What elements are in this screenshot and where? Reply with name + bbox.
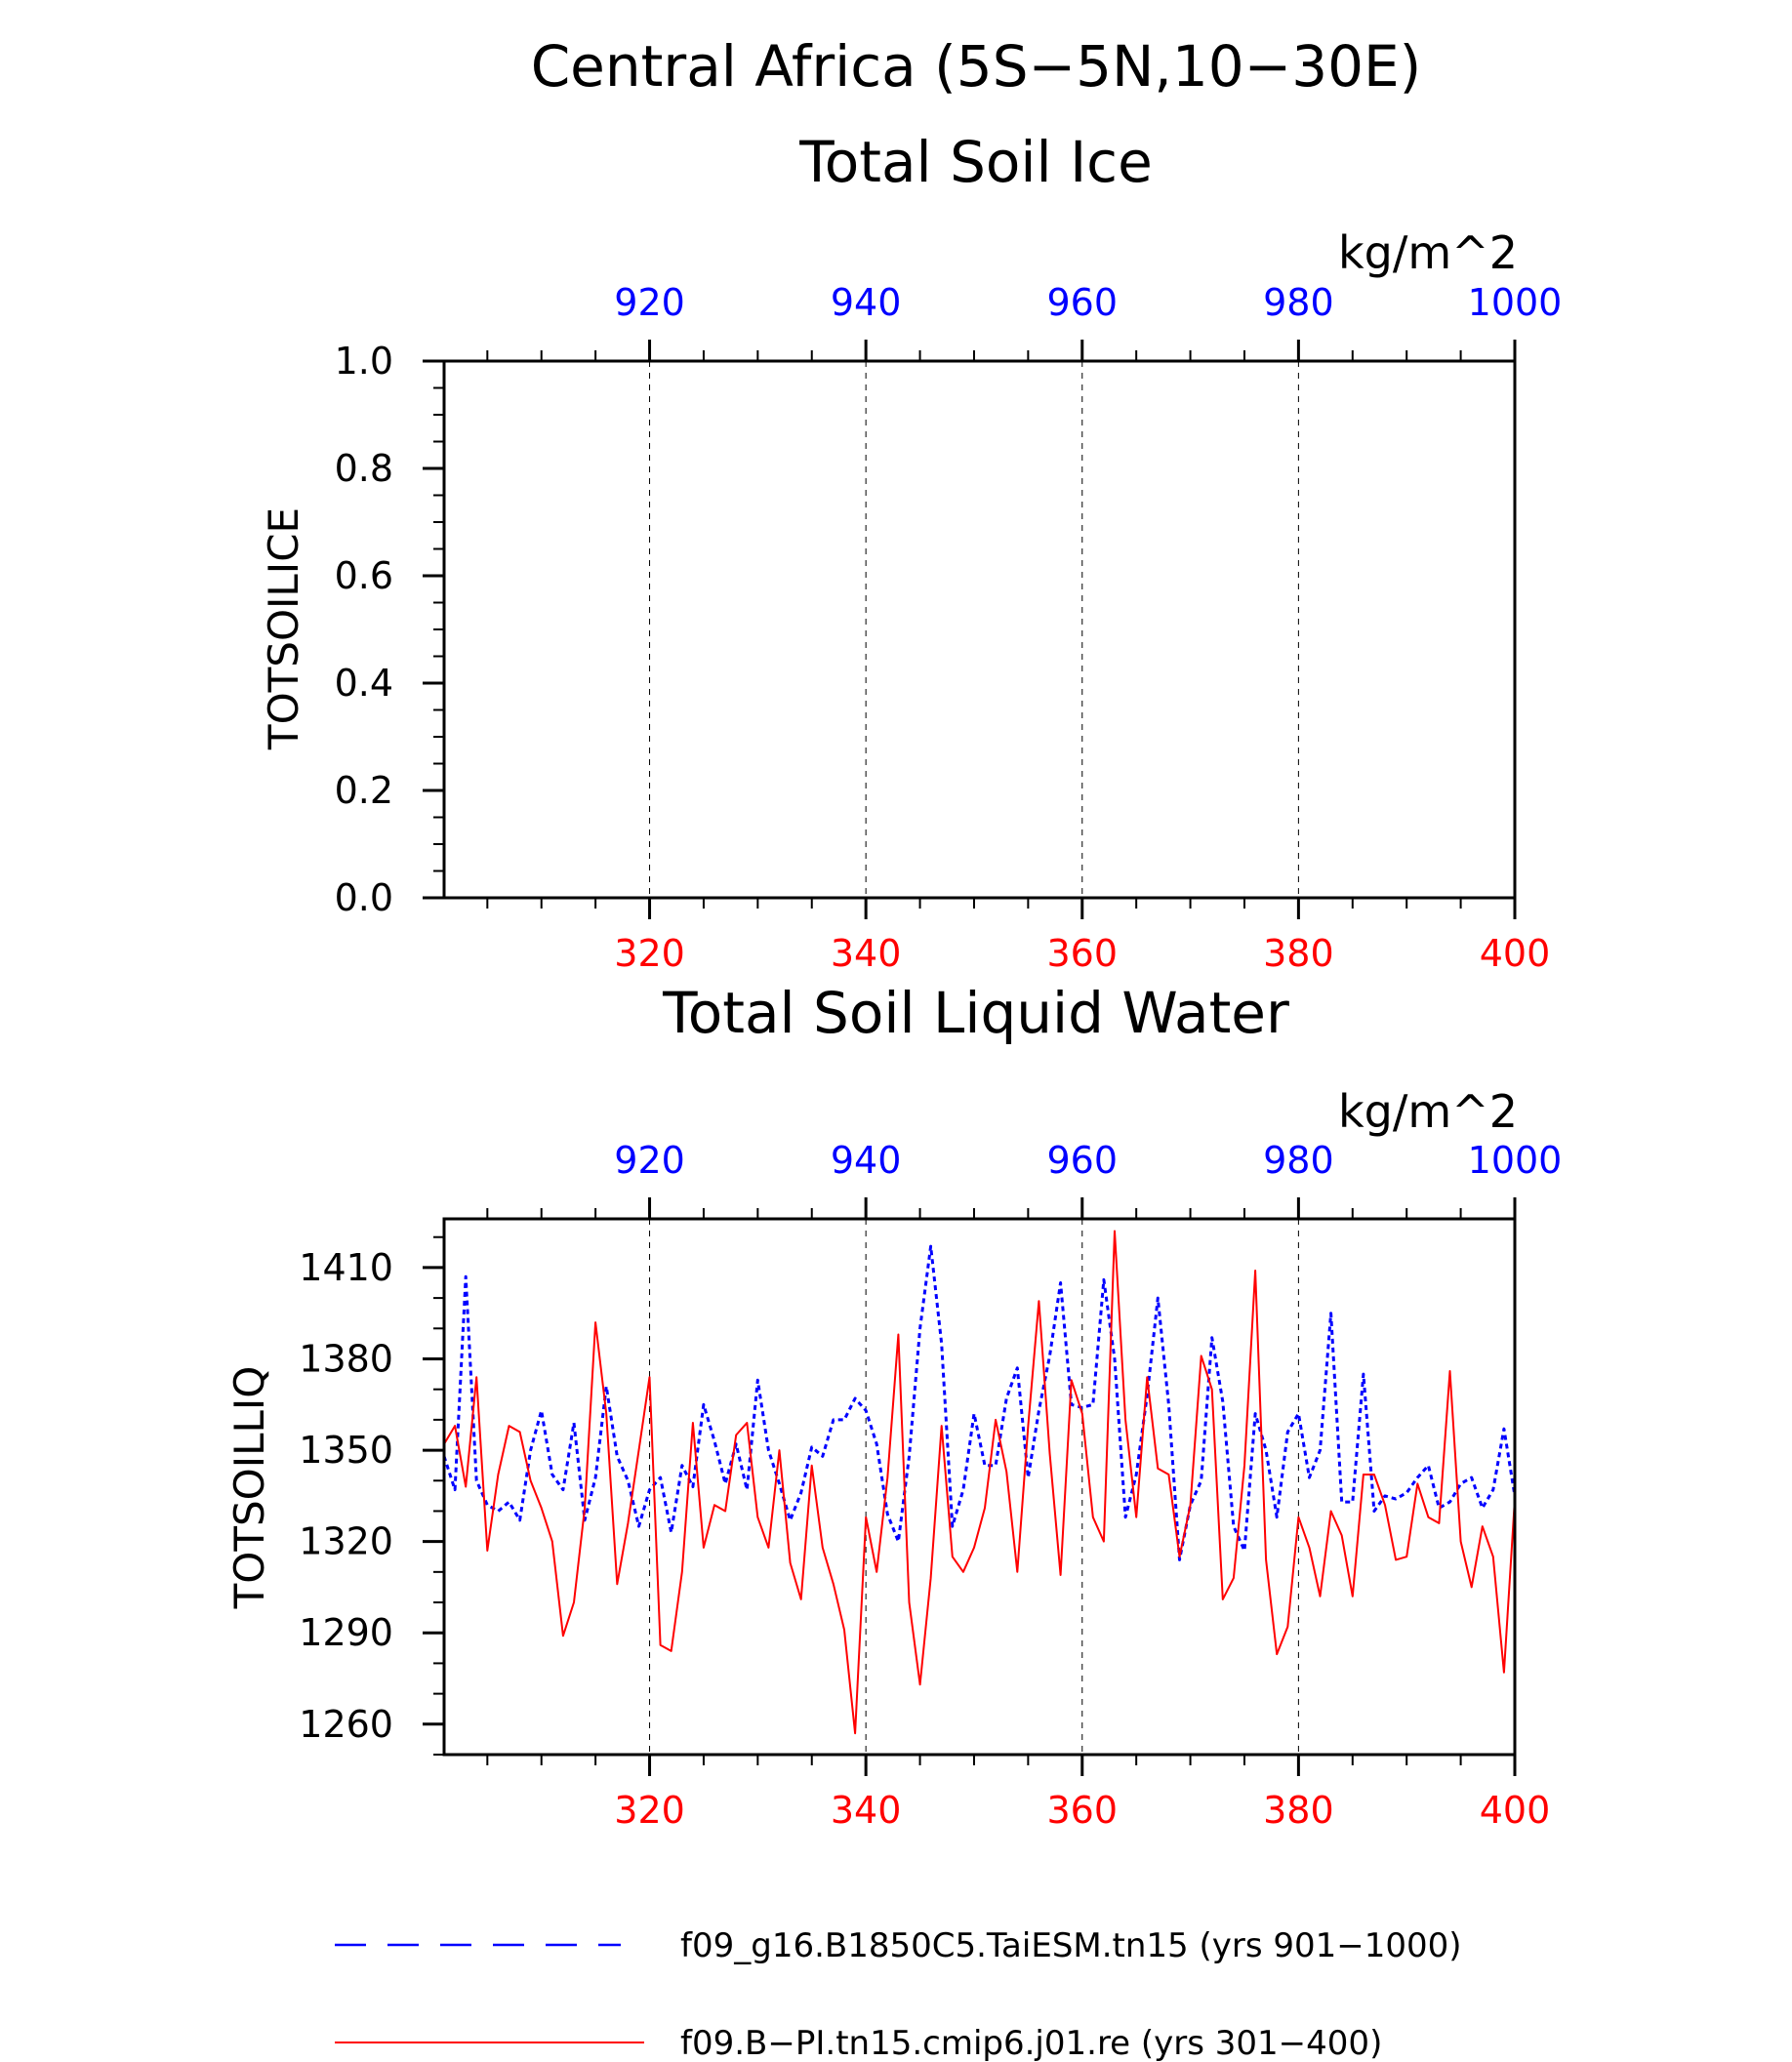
axes: 320 340 360 380 400 920 940 960 980 1000 0.0 0.2 0.4…	[335, 281, 1563, 975]
grid-lines	[649, 361, 1299, 898]
grid-lines	[649, 1219, 1299, 1755]
axes: 320 340 360 380 400 920 940 960 980 1000 1260 1290 1…	[299, 1139, 1562, 1832]
x-tick-label-bottom: 380	[1263, 1789, 1334, 1832]
x-tick-label-bottom: 380	[1263, 932, 1334, 975]
y-tick-label: 1410	[299, 1246, 393, 1289]
legend-label-taiesm: f09_g16.B1850C5.TaiESM.tn15 (yrs 901−100…	[680, 1926, 1462, 1965]
x-tick-label-top: 940	[831, 281, 902, 324]
x-tick-label-top: 1000	[1468, 1139, 1563, 1182]
y-axis-label: TOTSOILLIQ	[225, 1366, 273, 1610]
x-tick-label-bottom: 340	[831, 932, 902, 975]
units-label: kg/m^2	[1338, 226, 1518, 279]
units-label: kg/m^2	[1338, 1085, 1518, 1138]
panel-title: Total Soil Liquid Water	[662, 980, 1289, 1046]
x-tick-label-top: 980	[1263, 1139, 1334, 1182]
y-tick-label: 0.6	[335, 554, 393, 597]
x-tick-label-top: 980	[1263, 281, 1334, 324]
x-tick-label-top: 960	[1047, 1139, 1119, 1182]
x-tick-label-bottom: 320	[614, 932, 685, 975]
y-tick-label: 1290	[299, 1611, 393, 1654]
y-tick-label: 0.0	[335, 876, 393, 919]
x-tick-label-top: 920	[614, 281, 685, 324]
x-tick-label-top: 960	[1047, 281, 1119, 324]
y-tick-label: 0.8	[335, 447, 393, 490]
y-tick-label: 0.4	[335, 662, 393, 705]
x-tick-label-bottom: 340	[831, 1789, 902, 1832]
y-axis-label: TOTSOILICE	[260, 507, 307, 750]
x-tick-label-bottom: 360	[1047, 1789, 1119, 1832]
y-tick-label: 1320	[299, 1520, 393, 1563]
x-tick-label-bottom: 400	[1480, 932, 1551, 975]
y-tick-label: 1350	[299, 1429, 393, 1472]
x-tick-label-bottom: 320	[614, 1789, 685, 1832]
panel-title: Total Soil Ice	[798, 129, 1153, 195]
y-tick-label: 0.2	[335, 769, 393, 812]
figure-title: Central Africa (5S−5N,10−30E)	[531, 33, 1422, 100]
panel-total-soil-liquid-water: Total Soil Liquid Water kg/m^2 TOTSOILLI…	[225, 980, 1562, 1832]
series-line-cmip6	[443, 1230, 1516, 1735]
y-tick-label: 1.0	[335, 340, 393, 383]
panel-total-soil-ice: Total Soil Ice kg/m^2 TOTSOILICE 320 340 3…	[260, 129, 1562, 975]
x-tick-label-bottom: 360	[1047, 932, 1119, 975]
y-tick-label: 1260	[299, 1703, 393, 1746]
x-tick-label-top: 920	[614, 1139, 685, 1182]
x-tick-label-top: 940	[831, 1139, 902, 1182]
legend-label-cmip6: f09.B−PI.tn15.cmip6.j01.re (yrs 301−400)	[680, 2024, 1382, 2062]
plot-frame	[442, 1217, 1517, 1757]
x-tick-label-top: 1000	[1468, 281, 1563, 324]
series-layer	[442, 1230, 1517, 1735]
series-line-taiesm	[442, 1244, 1517, 1561]
x-tick-label-bottom: 400	[1480, 1789, 1551, 1832]
plot-frame	[442, 359, 1517, 900]
y-tick-label: 1380	[299, 1337, 393, 1380]
legend: f09_g16.B1850C5.TaiESM.tn15 (yrs 901−100…	[335, 1926, 1462, 2062]
